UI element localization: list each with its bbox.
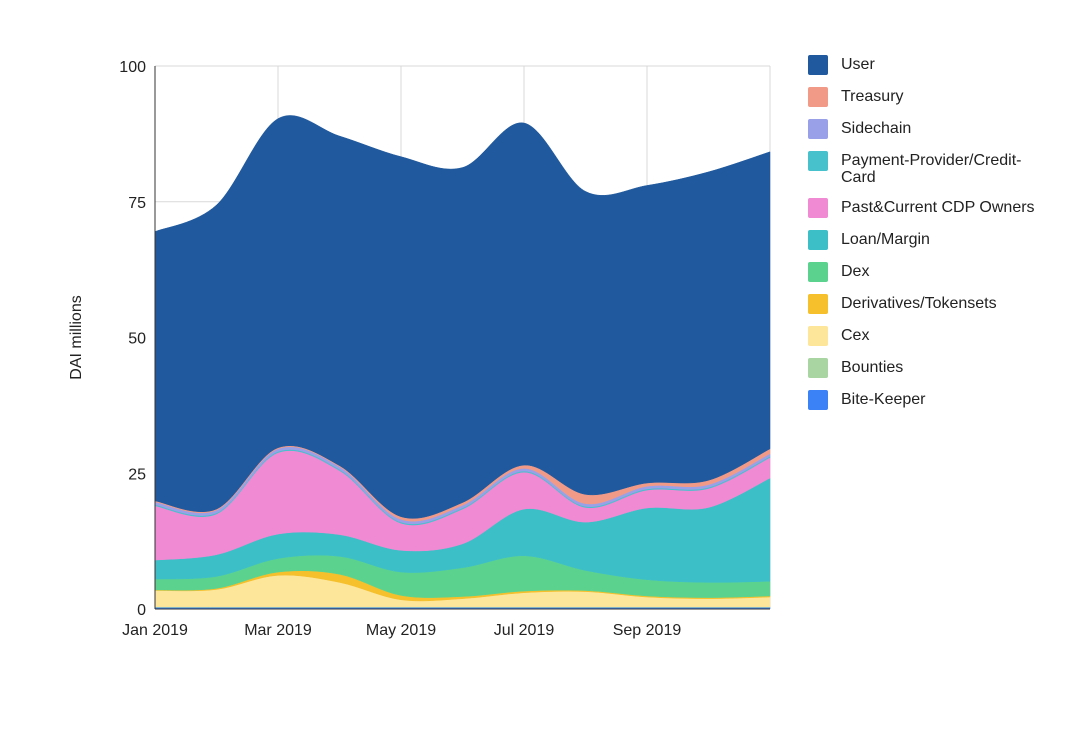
y-axis-label: DAI millions: [68, 295, 85, 379]
x-tick-label: Sep 2019: [613, 622, 682, 639]
legend-swatch: [808, 326, 828, 346]
x-tick-label: Jan 2019: [122, 622, 188, 639]
legend-swatch: [808, 55, 828, 75]
axes: [154, 66, 770, 610]
legend-item: User: [808, 54, 1080, 75]
legend-label: User: [841, 56, 875, 73]
x-tick-labels: Jan 2019 Mar 2019 May 2019 Jul 2019 Sep 2019: [122, 622, 681, 639]
y-tick-label: 75: [128, 195, 146, 212]
y-tick-label: 0: [137, 602, 146, 619]
area-user: [154, 115, 771, 519]
legend-item: Loan/Margin: [808, 229, 1080, 250]
stacked-areas: [154, 115, 771, 610]
legend-swatch: [808, 198, 828, 218]
legend-swatch: [808, 119, 828, 139]
legend-label: Derivatives/Tokensets: [841, 295, 997, 312]
legend-label: Loan/Margin: [841, 231, 930, 248]
y-tick-label: 100: [119, 59, 146, 76]
y-tick-labels: 0 25 50 75 100: [119, 59, 146, 619]
x-tick-label: May 2019: [366, 622, 436, 639]
legend-item: Derivatives/Tokensets: [808, 293, 1080, 314]
y-tick-label: 50: [128, 331, 146, 348]
legend-item: Dex: [808, 261, 1080, 282]
legend-label: Payment-Provider/Credit-Card: [841, 152, 1022, 186]
legend-item: Treasury: [808, 86, 1080, 107]
legend-item: Cex: [808, 325, 1080, 346]
legend-label: Bounties: [841, 359, 904, 376]
legend: User Treasury Sidechain Payment-Provider/Cr…: [808, 54, 1080, 421]
legend-item: Sidechain: [808, 118, 1080, 139]
legend-label: Sidechain: [841, 120, 912, 137]
legend-label: Cex: [841, 327, 870, 344]
legend-swatch: [808, 358, 828, 378]
legend-swatch: [808, 151, 828, 171]
legend-item: Past&Current CDP Owners: [808, 197, 1080, 218]
legend-label: Past&Current CDP Owners: [841, 199, 1035, 216]
legend-swatch: [808, 262, 828, 282]
legend-swatch: [808, 230, 828, 250]
legend-label: Treasury: [841, 88, 904, 105]
legend-item: Bounties: [808, 357, 1080, 378]
legend-label: Dex: [841, 263, 870, 280]
legend-swatch: [808, 390, 828, 410]
legend-swatch: [808, 87, 828, 107]
y-tick-label: 25: [128, 466, 146, 483]
x-tick-label: Mar 2019: [244, 622, 312, 639]
legend-item: Bite-Keeper: [808, 389, 1080, 410]
legend-swatch: [808, 294, 828, 314]
x-tick-label: Jul 2019: [494, 622, 555, 639]
legend-label: Bite-Keeper: [841, 391, 926, 408]
legend-item: Payment-Provider/Credit-Card: [808, 150, 1080, 186]
